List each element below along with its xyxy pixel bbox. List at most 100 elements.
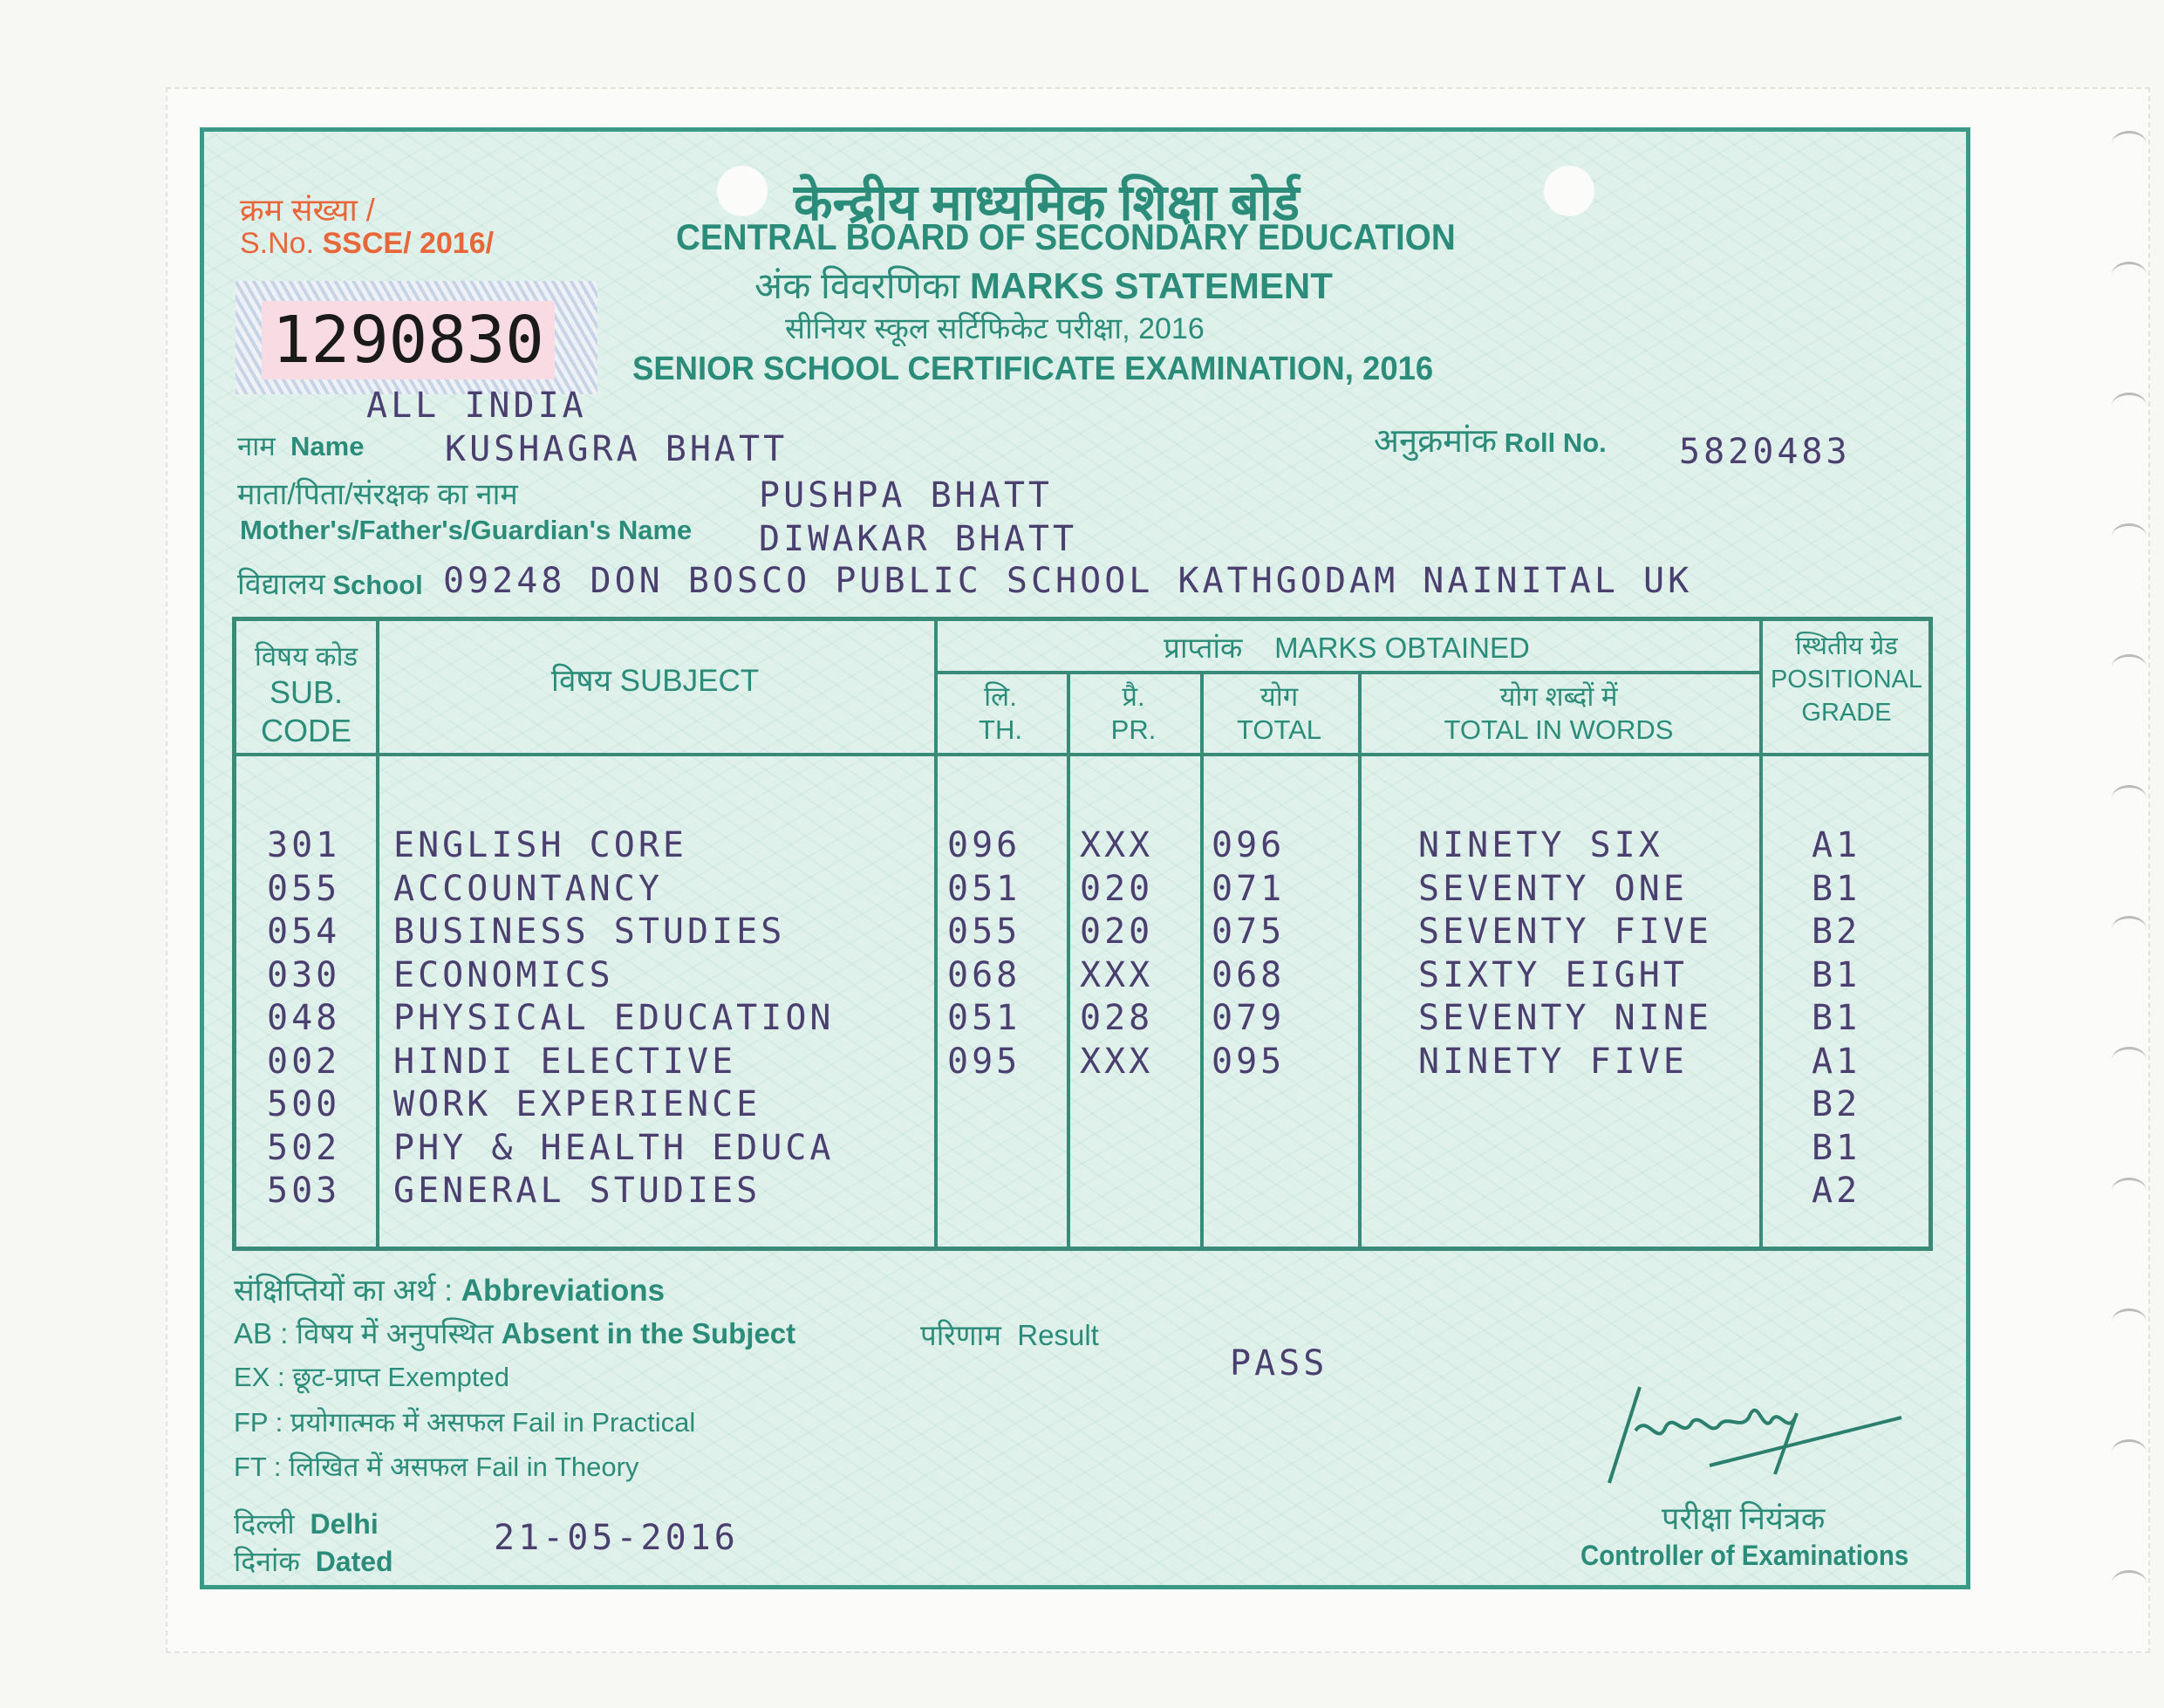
total-in-words: SIXTY EIGHT	[1418, 954, 1688, 995]
header-theory: लि. TH.	[979, 681, 1022, 745]
roll-label-en: Roll No.	[1504, 427, 1607, 458]
subject-code: 055	[267, 868, 341, 909]
signature	[1608, 1386, 1902, 1484]
positional-grade: B2	[1812, 1084, 1861, 1124]
table-row: 301 ENGLISH CORE 096 XXX 096 NINETY SIX A1	[236, 823, 1928, 867]
subject-code: 054	[267, 912, 341, 952]
total-in-words: SEVENTY NINE	[1418, 998, 1712, 1038]
abbr-ab: AB : विषय में अनुपस्थित Absent in the Su…	[234, 1317, 796, 1349]
header-total: योग TOTAL	[1236, 681, 1322, 745]
parent-label-hindi: माता/पिता/संरक्षक का नाम	[237, 478, 518, 511]
roll-label-hindi: अनुक्रमांक	[1374, 423, 1498, 460]
subject-code: 048	[267, 998, 341, 1038]
table-row: 500 WORK EXPERIENCE B2	[236, 1083, 1928, 1126]
student-name: KUSHAGRA BHATT	[445, 429, 788, 469]
theory-marks: 068	[947, 954, 1021, 995]
school-label: विद्यालय School	[237, 563, 423, 603]
parent-label: Mother's/Father's/Guardian's Name	[240, 515, 693, 545]
practical-marks: XXX	[1080, 1041, 1154, 1082]
dated-label: दिनांक Dated	[234, 1546, 393, 1577]
board-name-hindi: केन्द्रीय माध्यमिक शिक्षा बोर्ड	[794, 174, 1300, 231]
practical-marks: XXX	[1080, 954, 1154, 995]
subject-code: 030	[267, 954, 341, 995]
subject-name: HINDI ELECTIVE	[393, 1041, 737, 1082]
serial-number: 1290830	[262, 301, 555, 379]
subject-code: 502	[267, 1127, 341, 1168]
serial-label-en: S.No.	[240, 227, 315, 260]
result-value: PASS	[1230, 1343, 1328, 1383]
total-marks: 071	[1212, 868, 1286, 909]
serial-prefix: SSCE/ 2016/	[322, 227, 495, 260]
total-marks: 079	[1212, 998, 1286, 1038]
exam-name: SENIOR SCHOOL CERTIFICATE EXAMINATION, 2…	[632, 351, 1434, 387]
positional-grade: B2	[1812, 912, 1861, 952]
header-positional-grade: स्थितीय ग्रेड POSITIONAL GRADE	[1770, 632, 1923, 727]
document-title: अंक विवरणिका MARKS STATEMENT	[754, 260, 1333, 310]
subject-name: WORK EXPERIENCE	[393, 1084, 761, 1124]
theory-marks: 055	[947, 912, 1021, 952]
result-label: परिणाम Result	[920, 1319, 1099, 1351]
table-row: 030 ECONOMICS 068 XXX 068 SIXTY EIGHT B1	[236, 953, 1928, 997]
practical-marks: 020	[1080, 868, 1154, 909]
mother-name: PUSHPA BHATT	[759, 475, 1053, 516]
exam-name-hindi: सीनियर स्कूल सर्टिफिकेट परीक्षा, 2016	[785, 312, 1205, 345]
total-marks: 068	[1212, 954, 1286, 995]
subject-name: ACCOUNTANCY	[393, 868, 663, 909]
name-label-hindi: नाम	[237, 431, 276, 461]
title-hindi: अंक विवरणिका	[754, 265, 960, 306]
positional-grade: A1	[1812, 825, 1861, 865]
subject-name: ENGLISH CORE	[393, 825, 687, 865]
positional-grade: B1	[1812, 998, 1861, 1038]
name-label-en: Name	[290, 431, 365, 461]
practical-marks: 020	[1080, 912, 1154, 952]
total-in-words: NINETY FIVE	[1418, 1041, 1688, 1082]
theory-marks: 051	[947, 868, 1021, 909]
abbr-ex: EX : छूट-प्राप्त Exempted	[234, 1362, 509, 1392]
header-marks-obtained: प्राप्तांक MARKS OBTAINED	[1164, 632, 1530, 664]
roll-number: 5820483	[1679, 432, 1851, 472]
punch-hole	[717, 166, 768, 216]
theory-marks: 051	[947, 998, 1021, 1038]
table-row: 503 GENERAL STUDIES A2	[236, 1169, 1928, 1213]
abbr-fp: FP : प्रयोगात्मक में असफल Fail in Practi…	[234, 1407, 696, 1438]
total-marks: 075	[1212, 912, 1286, 952]
region: ALL INDIA	[366, 386, 587, 426]
positional-grade: A2	[1812, 1171, 1861, 1211]
positional-grade: A1	[1812, 1041, 1861, 1082]
punch-hole	[1544, 166, 1594, 216]
father-name: DIWAKAR BHATT	[759, 519, 1078, 559]
title-english: MARKS STATEMENT	[969, 265, 1333, 306]
school-name: 09248 DON BOSCO PUBLIC SCHOOL KATHGODAM …	[443, 561, 1693, 601]
positional-grade: B1	[1812, 954, 1861, 995]
subject-code: 301	[267, 825, 341, 865]
header-sub-code: विषय कोड SUB. CODE	[254, 641, 358, 748]
controller-title: Controller of Examinations	[1580, 1540, 1909, 1571]
roll-label: अनुक्रमांक Roll No.	[1374, 417, 1607, 462]
abbreviations-title: संक्षिप्तियों का अर्थ : Abbreviations	[234, 1274, 666, 1308]
header-subject: विषय SUBJECT	[550, 664, 760, 698]
header-practical: प्रै. PR.	[1110, 681, 1157, 745]
table-row: 054 BUSINESS STUDIES 055 020 075 SEVENTY FIVE…	[236, 910, 1928, 953]
theory-marks: 095	[947, 1041, 1021, 1082]
subject-code: 503	[267, 1171, 341, 1211]
place-label: दिल्ली Delhi	[234, 1508, 379, 1540]
positional-grade: B1	[1812, 1127, 1861, 1168]
controller-title-hindi: परीक्षा नियंत्रक	[1662, 1500, 1826, 1536]
table-row: 055 ACCOUNTANCY 051 020 071 SEVENTY ONE B1	[236, 867, 1928, 911]
name-label: नाम Name	[237, 427, 364, 464]
positional-grade: B1	[1812, 868, 1861, 909]
abbr-ft: FT : लिखित में असफल Fail in Theory	[234, 1452, 639, 1482]
issue-date: 21-05-2016	[494, 1518, 739, 1558]
practical-marks: 028	[1080, 998, 1154, 1038]
serial-label-hindi: क्रम संख्या /	[240, 192, 375, 228]
school-label-hindi: विद्यालय	[237, 568, 325, 601]
header-total-in-words: योग शब्दों में TOTAL IN WORDS	[1444, 681, 1674, 745]
subject-name: GENERAL STUDIES	[393, 1171, 761, 1211]
total-in-words: SEVENTY ONE	[1418, 868, 1688, 909]
total-marks: 095	[1212, 1041, 1286, 1082]
subject-name: PHYSICAL EDUCATION	[393, 998, 835, 1038]
subject-code: 500	[267, 1084, 341, 1124]
table-row: 048 PHYSICAL EDUCATION 051 028 079 SEVENTY NI…	[236, 996, 1928, 1040]
marks-table: विषय कोड SUB. CODE विषय SUBJECT प्राप्तांक…	[232, 617, 1933, 1251]
total-marks: 096	[1212, 825, 1286, 865]
